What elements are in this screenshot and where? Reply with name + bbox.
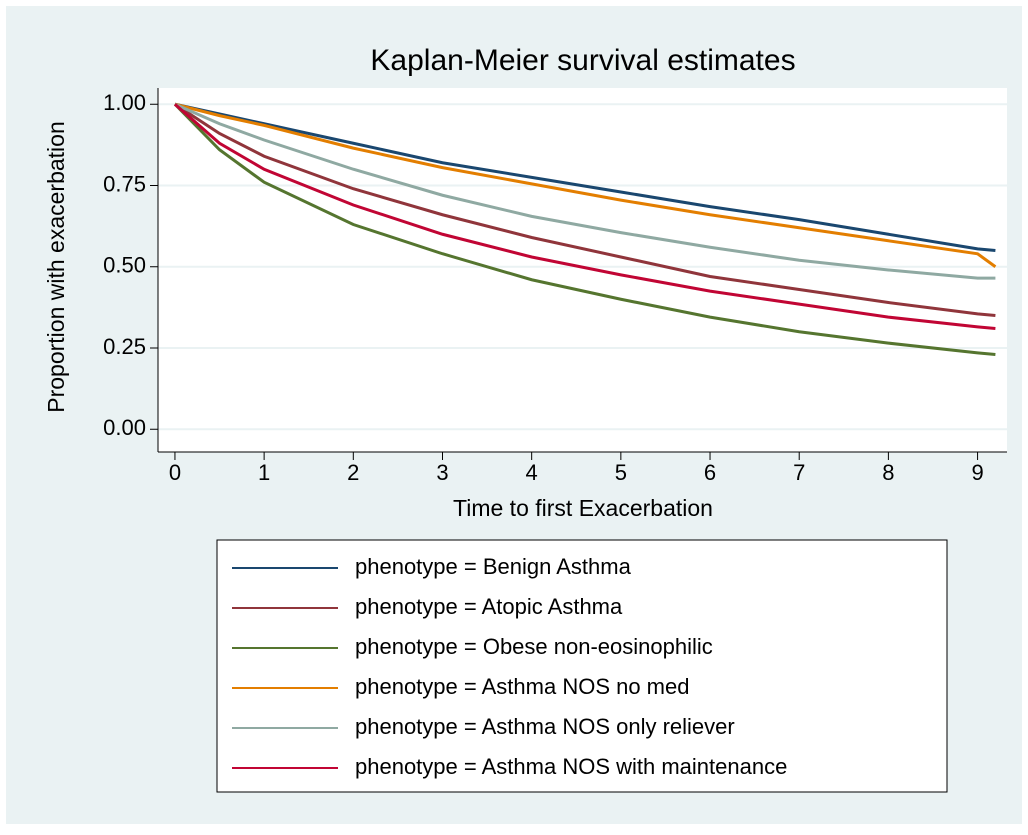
legend-label: phenotype = Atopic Asthma [355,594,623,619]
x-tick-label: 3 [436,460,448,485]
x-axis-label: Time to first Exacerbation [453,495,713,521]
legend-label: phenotype = Asthma NOS with maintenance [355,754,787,779]
legend-label: phenotype = Asthma NOS only reliever [355,714,735,739]
series-line [174,102,996,317]
chart-title: Kaplan-Meier survival estimates [370,44,795,77]
series-line [173,103,996,330]
legend [216,539,948,793]
x-tick-label: 6 [704,460,716,485]
x-tick-label: 9 [971,460,983,485]
series-line [174,102,996,252]
x-tick-label: 2 [347,460,359,485]
series-line [174,102,997,268]
x-tick-label: 4 [526,460,538,485]
x-tick-label: 8 [882,460,894,485]
series-line [174,102,996,280]
y-tick-label: 0.50 [103,253,146,278]
x-tick-label: 5 [615,460,627,485]
y-axis-label: Proportion with exacerbation [43,121,69,413]
y-tick-label: 0.00 [103,415,146,440]
plot-area [158,88,1007,452]
series-line [173,103,996,356]
x-tick-label: 1 [258,460,270,485]
legend-label: phenotype = Obese non-eosinophilic [355,634,713,659]
x-tick-label: 0 [169,460,181,485]
y-tick-label: 1.00 [103,90,146,115]
y-tick-label: 0.25 [103,334,146,359]
x-tick-label: 7 [793,460,805,485]
legend-label: phenotype = Asthma NOS no med [355,674,689,699]
legend-label: phenotype = Benign Asthma [355,554,632,579]
y-tick-label: 0.75 [103,171,146,196]
